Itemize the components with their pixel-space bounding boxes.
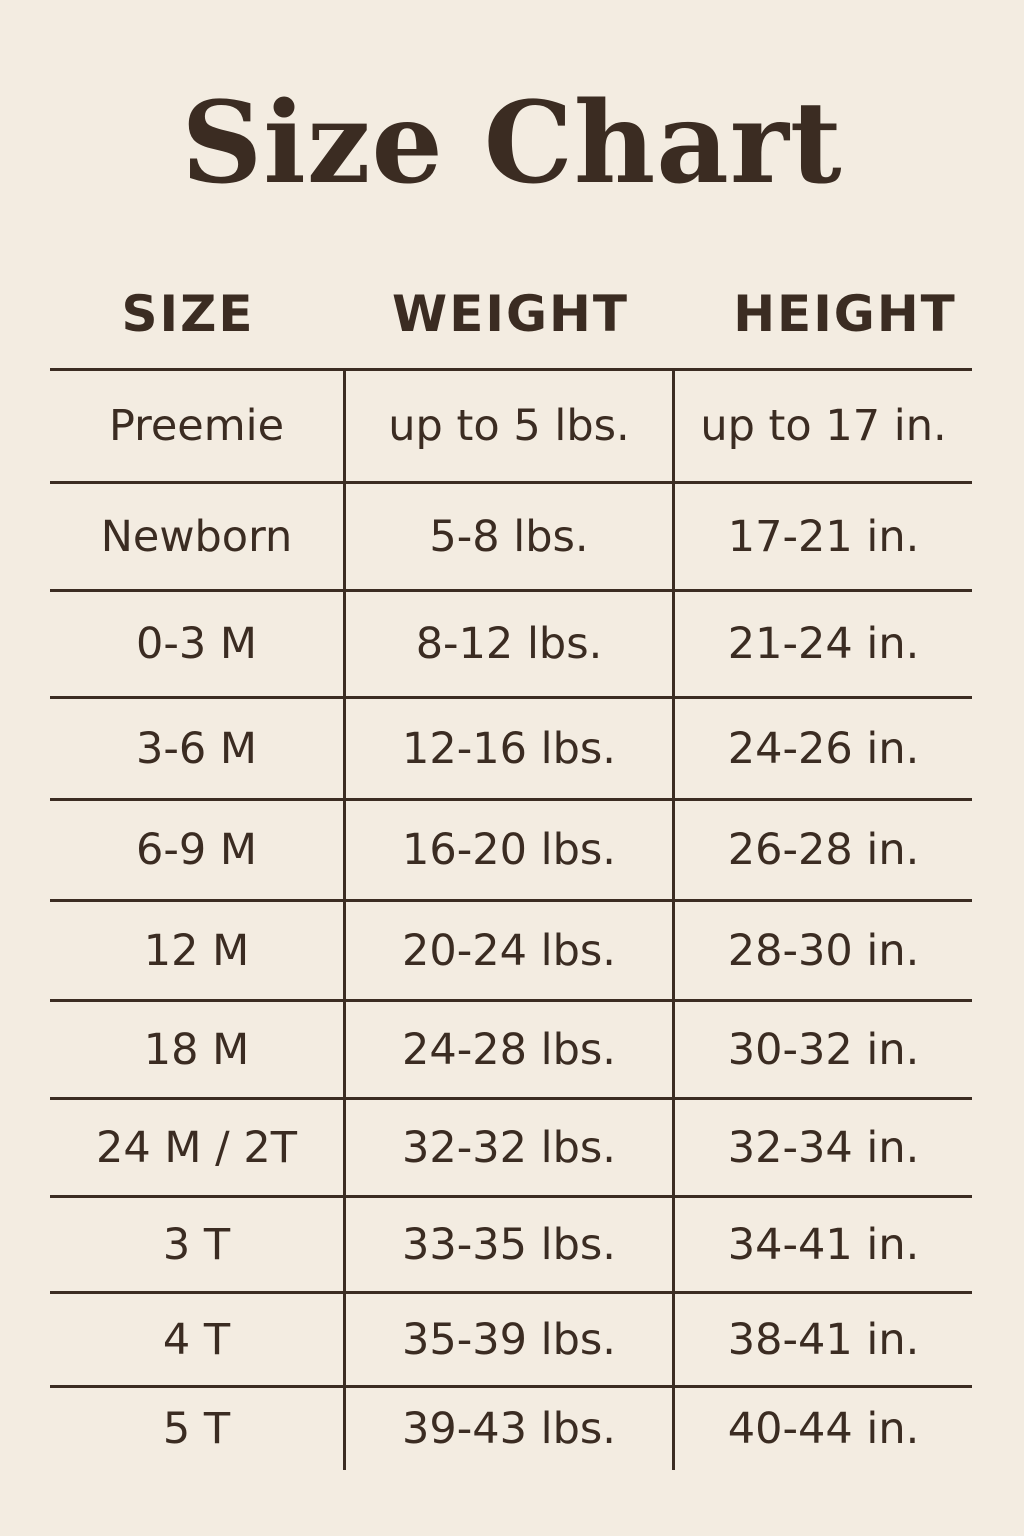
weight-cell: 16-20 lbs. (346, 801, 675, 899)
size-cell: 4 T (50, 1294, 346, 1385)
size-table: Preemie up to 5 lbs. up to 17 in. Newborn 5-… (50, 368, 972, 1470)
table-row: Newborn 5-8 lbs. 17-21 in. (50, 481, 972, 589)
size-cell: Newborn (50, 484, 346, 589)
size-cell: 0-3 M (50, 592, 346, 696)
height-cell: 17-21 in. (727, 511, 920, 562)
header-size: SIZE (121, 285, 255, 343)
table-row: 4 T 35-39 lbs. 38-41 in. (50, 1291, 972, 1385)
height-cell: 38-41 in. (727, 1314, 920, 1365)
size-cell: Preemie (50, 371, 346, 481)
height-cell: 34-41 in. (727, 1219, 920, 1270)
height-cell: 40-44 in. (727, 1404, 920, 1454)
height-cell: 28-30 in. (727, 925, 920, 976)
header-weight: WEIGHT (392, 285, 629, 343)
size-cell: 12 M (50, 902, 346, 999)
weight-cell: 24-28 lbs. (346, 1002, 675, 1097)
weight-cell: 5-8 lbs. (346, 484, 675, 589)
table-row: 3 T 33-35 lbs. 34-41 in. (50, 1195, 972, 1291)
weight-cell: 39-43 lbs. (346, 1388, 675, 1470)
table-row: 24 M / 2T 32-32 lbs. 32-34 in. (50, 1097, 972, 1195)
weight-cell: up to 5 lbs. (346, 371, 675, 481)
page-title: Size Chart (181, 78, 843, 209)
weight-cell: 33-35 lbs. (346, 1198, 675, 1291)
table-row: 18 M 24-28 lbs. 30-32 in. (50, 999, 972, 1097)
table-row: 12 M 20-24 lbs. 28-30 in. (50, 899, 972, 999)
size-cell: 6-9 M (50, 801, 346, 899)
weight-cell: 20-24 lbs. (346, 902, 675, 999)
table-row: Preemie up to 5 lbs. up to 17 in. (50, 368, 972, 481)
table-row: 5 T 39-43 lbs. 40-44 in. (50, 1385, 972, 1470)
weight-cell: 12-16 lbs. (346, 699, 675, 798)
size-cell: 5 T (50, 1388, 346, 1470)
size-cell: 3-6 M (50, 699, 346, 798)
height-cell: 26-28 in. (727, 825, 920, 875)
weight-cell: 32-32 lbs. (346, 1100, 675, 1195)
size-cell: 3 T (50, 1198, 346, 1291)
table-row: 6-9 M 16-20 lbs. 26-28 in. (50, 798, 972, 899)
height-cell: 24-26 in. (727, 723, 920, 774)
weight-cell: 8-12 lbs. (346, 592, 675, 696)
table-row: 0-3 M 8-12 lbs. 21-24 in. (50, 589, 972, 696)
size-cell: 24 M / 2T (50, 1100, 346, 1195)
height-cell: up to 17 in. (700, 401, 947, 451)
height-cell: 32-34 in. (727, 1122, 920, 1173)
size-cell: 18 M (50, 1002, 346, 1097)
table-row: 3-6 M 12-16 lbs. 24-26 in. (50, 696, 972, 798)
height-cell: 21-24 in. (727, 619, 920, 669)
weight-cell: 35-39 lbs. (346, 1294, 675, 1385)
height-cell: 30-32 in. (727, 1024, 920, 1075)
header-height: HEIGHT (733, 285, 957, 343)
